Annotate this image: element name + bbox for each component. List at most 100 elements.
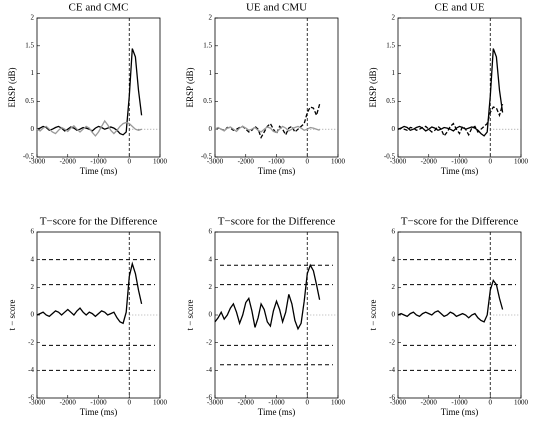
x-tick-label: -1000	[90, 399, 107, 407]
y-tick-label: 1.5	[25, 41, 34, 49]
x-tick-label: 1000	[331, 399, 346, 407]
y-tick-label: 0	[209, 125, 213, 133]
y-tick-label: -0.5	[23, 153, 35, 161]
y-tick-label: 1.5	[203, 41, 212, 49]
subplot-title: CE and CMC	[69, 2, 129, 14]
x-axis-label: Time (ms)	[258, 407, 295, 417]
y-tick-label: 1	[209, 69, 213, 77]
y-tick-label: 4	[392, 255, 396, 263]
x-tick-label: 0	[489, 158, 493, 166]
subplot: T−score for the Difference Time (ms) t − s…	[185, 216, 345, 418]
x-tick-label: -2000	[60, 158, 77, 166]
x-tick-label: -3000	[390, 399, 407, 407]
subplot: T−score for the Difference Time (ms) t − s…	[7, 216, 167, 418]
subplot: UE and CMU Time (ms) ERSP (dB) -3000 -2000 -1…	[185, 2, 345, 177]
data-line	[214, 104, 321, 140]
x-tick-label: -3000	[29, 399, 46, 407]
x-tick-label: 1000	[153, 399, 168, 407]
y-tick-label: 2	[31, 14, 35, 22]
y-tick-label: 4	[209, 255, 213, 263]
y-tick-label: 0.5	[25, 97, 34, 105]
data-line	[36, 261, 143, 325]
data-line	[397, 278, 504, 323]
y-tick-label: -0.5	[201, 153, 213, 161]
y-axis-label: ERSP (dB)	[7, 68, 17, 108]
x-tick-label: 0	[128, 399, 132, 407]
plot-frame	[397, 17, 522, 158]
y-tick-label: 2	[209, 283, 213, 291]
y-tick-label: 2	[392, 283, 396, 291]
x-tick-label: -3000	[29, 158, 46, 166]
y-tick-label: -0.5	[384, 153, 396, 161]
y-tick-label: 2	[31, 283, 35, 291]
subplot-title: UE and CMU	[246, 2, 307, 14]
data-line	[214, 263, 321, 331]
x-tick-label: -2000	[421, 158, 438, 166]
y-tick-label: 0	[209, 311, 213, 319]
y-axis-label: t − score	[7, 299, 17, 330]
y-tick-label: 0	[392, 125, 396, 133]
x-tick-label: -3000	[390, 158, 407, 166]
y-tick-label: 6	[31, 228, 35, 236]
x-axis-label: Time (ms)	[441, 166, 478, 176]
x-tick-label: 0	[306, 158, 310, 166]
subplot: T−score for the Difference Time (ms) t − s…	[368, 216, 528, 418]
y-tick-label: 0.5	[386, 97, 395, 105]
x-tick-label: 1000	[153, 158, 168, 166]
x-tick-label: -2000	[238, 158, 255, 166]
y-tick-label: 2	[209, 14, 213, 22]
x-tick-label: -3000	[207, 158, 224, 166]
x-tick-label: -1000	[268, 158, 285, 166]
y-tick-label: -4	[389, 366, 395, 374]
x-tick-label: -1000	[90, 158, 107, 166]
y-tick-label: 1	[392, 69, 396, 77]
y-tick-label: 4	[31, 255, 35, 263]
y-tick-label: -6	[389, 394, 395, 402]
y-tick-label: -2	[206, 338, 212, 346]
x-axis-label: Time (ms)	[80, 407, 117, 417]
x-tick-label: -1000	[451, 399, 468, 407]
y-tick-label: 6	[209, 228, 213, 236]
plot-frame	[36, 17, 161, 158]
x-axis-label: Time (ms)	[441, 407, 478, 417]
y-tick-label: -4	[28, 366, 34, 374]
y-tick-label: 0	[31, 311, 35, 319]
x-tick-label: 1000	[514, 158, 529, 166]
subplot-title: T−score for the Difference	[218, 216, 336, 228]
y-tick-label: 0	[392, 311, 396, 319]
y-axis-label: ERSP (dB)	[368, 68, 378, 108]
data-line	[397, 104, 504, 138]
y-tick-label: -6	[28, 394, 34, 402]
subplot: CE and CMC Time (ms) ERSP (dB) -3000 -2000 -1…	[7, 2, 167, 177]
y-tick-label: 6	[392, 228, 396, 236]
x-tick-label: 0	[489, 399, 493, 407]
data-line	[36, 119, 142, 137]
x-tick-label: 1000	[331, 158, 346, 166]
x-tick-label: -3000	[207, 399, 224, 407]
x-axis-label: Time (ms)	[258, 166, 295, 176]
subplot-title: T−score for the Difference	[401, 216, 519, 228]
y-tick-label: 0	[31, 125, 35, 133]
x-tick-label: 0	[128, 158, 132, 166]
x-tick-label: -2000	[238, 399, 255, 407]
x-tick-label: -1000	[268, 399, 285, 407]
x-axis-label: Time (ms)	[80, 166, 117, 176]
y-tick-label: -6	[206, 394, 212, 402]
subplot-title: T−score for the Difference	[40, 216, 158, 228]
data-line	[214, 125, 320, 134]
subplot-title: CE and UE	[434, 2, 484, 14]
y-axis-label: t − score	[368, 299, 378, 330]
subplot: CE and UE Time (ms) ERSP (dB) -3000 -2000 -10…	[368, 2, 528, 177]
y-tick-label: 1.5	[386, 41, 395, 49]
data-line	[397, 48, 504, 137]
x-tick-label: -1000	[451, 158, 468, 166]
x-tick-label: -2000	[60, 399, 77, 407]
y-tick-label: 1	[31, 69, 35, 77]
data-line	[36, 48, 143, 136]
y-tick-label: 0.5	[203, 97, 212, 105]
x-tick-label: -2000	[421, 399, 438, 407]
y-tick-label: -2	[389, 338, 395, 346]
x-tick-label: 1000	[514, 399, 529, 407]
y-axis-label: ERSP (dB)	[185, 68, 195, 108]
